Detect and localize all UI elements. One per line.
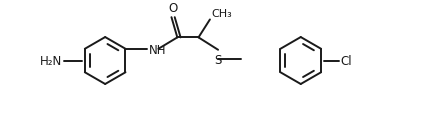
Text: Cl: Cl [340, 55, 352, 67]
Text: CH₃: CH₃ [212, 9, 232, 19]
Text: S: S [214, 54, 222, 66]
Text: NH: NH [149, 44, 166, 56]
Text: O: O [168, 2, 178, 15]
Text: H₂N: H₂N [40, 55, 62, 67]
